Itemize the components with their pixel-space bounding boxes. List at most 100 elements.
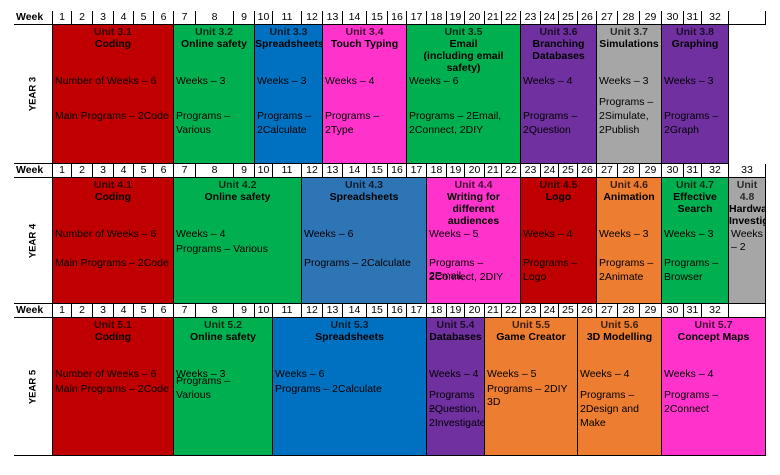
unit-program: 2Question [523, 124, 571, 136]
unit-program: 2Design and [580, 403, 639, 415]
unit-block: Unit 3.2 Online safety Weeks – 3 Programs –… [174, 25, 255, 164]
week-number-empty [729, 11, 766, 25]
week-number: 11 [273, 304, 302, 318]
week-number: 14 [343, 164, 367, 178]
year-label: YEAR 5 [14, 318, 53, 456]
unit-block: Unit 3.7 Simulations Weeks – 3 Programs – 2S… [597, 25, 662, 164]
week-number: 23 [521, 304, 541, 318]
unit-program: 2Connect, 2DIY [409, 124, 484, 136]
week-number: 25 [559, 11, 578, 25]
unit-program: Programs – [176, 375, 231, 387]
week-number: 15 [367, 11, 388, 25]
unit-number: Unit 5.5 [512, 319, 550, 331]
week-number: 14 [343, 11, 367, 25]
unit-number: Unit 5.4 [436, 319, 475, 331]
unit-weeks: Weeks – 3 [599, 75, 649, 87]
unit-weeks: Weeks – 3 [176, 368, 226, 380]
week-number: 18 [427, 164, 447, 178]
week-number: 22 [502, 164, 521, 178]
week-number: 10 [255, 164, 273, 178]
week-number: 6 [154, 304, 174, 318]
week-number: 17 [407, 164, 427, 178]
unit-weeks: Weeks – 4 [580, 368, 630, 380]
unit-program: Logo [523, 271, 547, 283]
week-number: 11 [273, 11, 302, 25]
unit-weeks: Number of Weeks – 6 [55, 75, 157, 87]
unit-number: Unit 5.2 [204, 319, 242, 331]
unit-number: Unit 4.2 [218, 179, 257, 191]
week-number: 20 [465, 304, 485, 318]
unit-block: Unit 5.3 Spreadsheets Weeks – 6 Programs – … [273, 318, 427, 456]
week-number: 2 [72, 304, 93, 318]
unit-program: 2Publish [599, 124, 640, 136]
unit-block: Unit 5.4 Databases Weeks – 4 Programs –2Que… [427, 318, 485, 456]
unit-name-line2: Databases [532, 50, 585, 62]
week-number: 21 [485, 304, 502, 318]
unit-weeks: Number of Weeks – 6 [55, 368, 157, 380]
week-number-empty [729, 304, 766, 318]
week-number: 6 [154, 11, 174, 25]
year-label-text: YEAR 4 [27, 223, 39, 258]
unit-block: Unit 4.1 Coding Number of Weeks – 6 Main Pr… [53, 178, 174, 304]
unit-number: Unit 3.2 [195, 26, 233, 38]
unit-block: Unit 4.2 Online safety Weeks – 4 Programs –… [174, 178, 302, 304]
week-number: 7 [174, 11, 196, 25]
week-number: 16 [388, 304, 407, 318]
unit-program: Programs – [429, 389, 475, 414]
unit-number: Unit 3.3 [269, 26, 308, 38]
week-number: 20 [465, 164, 485, 178]
unit-weeks: Weeks – 5 [429, 228, 479, 240]
unit-number: Unit 5.6 [600, 319, 639, 331]
unit-program: Programs – [599, 96, 654, 108]
unit-program: Programs – [176, 110, 231, 122]
unit-weeks: Weeks – 6 [275, 368, 325, 380]
week-number: 9 [234, 304, 255, 318]
week-number: 13 [323, 164, 343, 178]
unit-name: Touch Typing [330, 38, 399, 50]
unit-weeks: Weeks – 4 [523, 228, 573, 240]
week-number: 29 [640, 304, 662, 318]
unit-number: Unit 4.8 [736, 179, 758, 203]
unit-weeks: Weeks – 6 [304, 228, 354, 240]
unit-number: Unit 4.5 [539, 179, 578, 191]
week-number: 19 [447, 164, 465, 178]
unit-weeks: Weeks – 2 [731, 228, 763, 253]
unit-weeks: Weeks – 4 [176, 228, 226, 240]
unit-program: Programs – Various [176, 243, 269, 255]
week-number: 29 [640, 11, 662, 25]
unit-name: Online safety [204, 191, 271, 203]
unit-program: Various [176, 124, 211, 136]
week-number: 13 [323, 11, 343, 25]
week-number: 30 [662, 164, 684, 178]
unit-block: Unit 4.6 Animation Weeks – 3 Programs – 2Ani… [597, 178, 662, 304]
week-number: 17 [407, 304, 427, 318]
week-number: 12 [302, 164, 323, 178]
unit-name-line2: Investigators [729, 215, 765, 227]
unit-program: Programs – [664, 389, 719, 401]
unit-program: 2Simulate, [599, 110, 649, 122]
week-number: 10 [255, 304, 273, 318]
unit-program: Programs – [664, 110, 719, 122]
week-number: 5 [134, 164, 154, 178]
week-number: 15 [367, 304, 388, 318]
unit-program: Main Programs – 2Code [55, 383, 169, 395]
unit-program: 2Graph [664, 124, 700, 136]
week-number: 18 [427, 11, 447, 25]
unit-block: Unit 4.7 Effective Search Weeks – 3 Programs… [662, 178, 729, 304]
unit-number: Unit 3.4 [345, 26, 384, 38]
week-number: 7 [174, 304, 196, 318]
unit-weeks: Weeks – 5 [487, 368, 537, 380]
week-number: 1 [53, 164, 72, 178]
unit-name: Online safety [181, 38, 247, 50]
unit-name: Simulations [599, 38, 659, 50]
unit-program: Browser [664, 271, 703, 283]
unit-number: Unit 4.3 [345, 179, 383, 191]
week-number: 6 [154, 164, 174, 178]
week-number: 8 [196, 164, 234, 178]
unit-name: Writing for different [447, 191, 500, 215]
week-number: 22 [502, 11, 521, 25]
year-label-text: YEAR 3 [27, 76, 39, 112]
unit-name: Branching [532, 38, 585, 50]
unit-program: Various [176, 389, 211, 401]
